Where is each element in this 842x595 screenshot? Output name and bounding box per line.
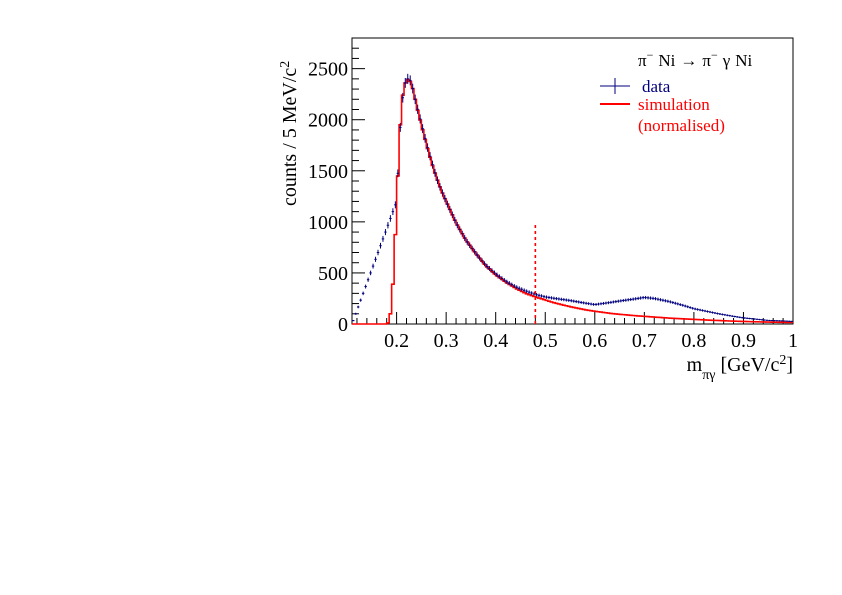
x-tick-label: 0.4 — [483, 330, 508, 352]
data-points — [352, 73, 793, 322]
x-tick-label: 0.7 — [632, 330, 657, 352]
legend-simulation-label: simulation — [638, 95, 710, 114]
simulation-histogram — [352, 78, 793, 325]
y-axis-title: counts / 5 MeV/c2 — [278, 61, 302, 206]
x-tick-label: 0.2 — [384, 330, 409, 352]
x-tick-label: 0.8 — [681, 330, 706, 352]
reaction-label: π− Ni → π− γ Ni — [638, 48, 753, 70]
x-tick-label: 0.5 — [533, 330, 558, 352]
y-tick-label: 500 — [318, 263, 348, 285]
y-tick-label: 0 — [338, 314, 348, 336]
y-tick-label: 2500 — [308, 59, 348, 81]
y-tick-label: 1500 — [308, 161, 348, 183]
legend: data simulation (normalised) — [600, 77, 725, 135]
legend-simulation-label-2: (normalised) — [638, 116, 725, 135]
x-tick-label: 0.9 — [731, 330, 756, 352]
plot-frame — [351, 37, 794, 325]
y-tick-label: 1000 — [308, 212, 348, 234]
x-tick-label: 0.3 — [434, 330, 459, 352]
x-tick-label: 0.6 — [582, 330, 607, 352]
legend-data-label: data — [642, 77, 671, 96]
axis-ticks — [352, 47, 794, 325]
x-axis-title: mπγ [GeV/c2] — [687, 353, 793, 383]
x-tick-label: 1 — [788, 330, 798, 352]
y-tick-label: 2000 — [308, 110, 348, 132]
tick-labels: 0.2 0.3 0.4 0.5 0.6 0.7 0.8 0.9 1 0 500 1000 1500 200… — [308, 59, 798, 352]
